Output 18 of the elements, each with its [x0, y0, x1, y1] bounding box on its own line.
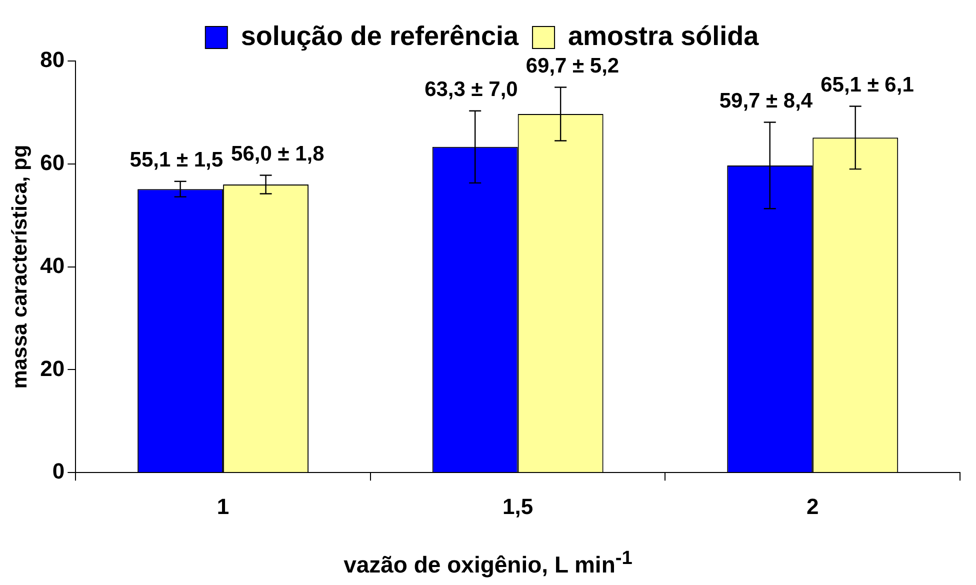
y-tick-label: 80	[40, 47, 65, 72]
x-tick-label: 1	[216, 494, 230, 519]
y-tick-label: 40	[40, 252, 65, 278]
legend-label: solução de referência	[240, 20, 520, 51]
x-tick-label: 1,5	[502, 494, 534, 519]
data-label: 63,3 ± 7,0	[424, 78, 518, 102]
y-tick-label: 60	[40, 150, 65, 175]
data-label: 59,7 ± 8,4	[719, 90, 813, 113]
data-label: 69,7 ± 5,2	[526, 54, 620, 78]
legend-label: amostra sólida	[568, 20, 760, 51]
data-label: 55,1 ± 1,5	[130, 148, 224, 172]
x-axis-title: vazão de oxigênio, L min$^{-1}$	[342, 548, 634, 579]
data-label: 65,1 ± 6,1	[820, 74, 914, 97]
y-tick-label: 20	[40, 356, 65, 381]
y-axis-title: massa característica, pg	[8, 144, 32, 389]
y-tick-label: 0	[52, 458, 65, 484]
x-tick-label: 2	[806, 494, 819, 519]
data-label: 56,0 ± 1,8	[231, 142, 325, 166]
